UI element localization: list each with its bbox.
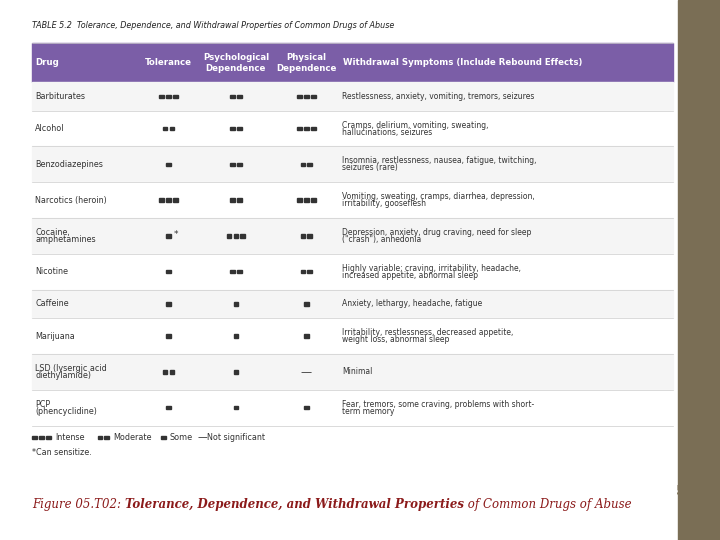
- Text: Not significant: Not significant: [207, 433, 266, 442]
- Text: LSD (lysergic acid: LSD (lysergic acid: [35, 364, 107, 373]
- Circle shape: [665, 467, 707, 516]
- Text: term memory: term memory: [342, 407, 395, 416]
- Text: PCP: PCP: [35, 400, 50, 409]
- Text: Vomiting, sweating, cramps, diarrhea, depression,: Vomiting, sweating, cramps, diarrhea, de…: [342, 192, 535, 201]
- Text: Fear, tremors, some craving, problems with short-: Fear, tremors, some craving, problems wi…: [342, 400, 534, 409]
- Text: TABLE 5.2  Tolerance, Dependence, and Withdrawal Properties of Common Drugs of A: TABLE 5.2 Tolerance, Dependence, and Wit…: [32, 21, 395, 30]
- Text: Intense: Intense: [55, 433, 84, 442]
- Text: —: —: [197, 433, 207, 442]
- Text: 57: 57: [676, 484, 696, 498]
- Text: ("crash"), anhedonia: ("crash"), anhedonia: [342, 235, 421, 244]
- Text: Caffeine: Caffeine: [35, 299, 69, 308]
- Text: Narcotics (heroin): Narcotics (heroin): [35, 195, 107, 205]
- Text: Restlessness, anxiety, vomiting, tremors, seizures: Restlessness, anxiety, vomiting, tremors…: [342, 92, 534, 101]
- Text: of Common Drugs of Abuse: of Common Drugs of Abuse: [464, 498, 631, 511]
- Text: seizures (rare): seizures (rare): [342, 164, 398, 172]
- Text: diethylamide): diethylamide): [35, 371, 91, 380]
- Text: Cramps, delirium, vomiting, sweating,: Cramps, delirium, vomiting, sweating,: [342, 120, 489, 130]
- Text: Cocaine,: Cocaine,: [35, 228, 70, 237]
- Text: —: —: [301, 367, 312, 377]
- Text: Barbiturates: Barbiturates: [35, 92, 85, 101]
- Text: Tolerance, Dependence, and Withdrawal Properties: Tolerance, Dependence, and Withdrawal Pr…: [125, 498, 464, 511]
- Text: Irritability, restlessness, decreased appetite,: Irritability, restlessness, decreased ap…: [342, 328, 513, 337]
- Text: Alcohol: Alcohol: [35, 124, 65, 133]
- Text: Moderate: Moderate: [114, 433, 152, 442]
- Text: amphetamines: amphetamines: [35, 235, 96, 244]
- Text: Minimal: Minimal: [342, 367, 372, 376]
- Text: Withdrawal Symptoms (Include Rebound Effects): Withdrawal Symptoms (Include Rebound Eff…: [343, 58, 582, 67]
- Text: Benzodiazepines: Benzodiazepines: [35, 160, 103, 169]
- Text: Physical
Dependence: Physical Dependence: [276, 53, 336, 72]
- Text: *: *: [174, 230, 179, 239]
- Text: Psychological
Dependence: Psychological Dependence: [203, 53, 269, 72]
- Text: Tolerance: Tolerance: [145, 58, 192, 67]
- Text: Drug: Drug: [35, 58, 59, 67]
- Text: Marijuana: Marijuana: [35, 332, 75, 341]
- Text: Depression, anxiety, drug craving, need for sleep: Depression, anxiety, drug craving, need …: [342, 228, 531, 237]
- Text: weight loss, abnormal sleep: weight loss, abnormal sleep: [342, 335, 449, 344]
- Text: hallucinations, seizures: hallucinations, seizures: [342, 127, 433, 137]
- Text: *Can sensitize.: *Can sensitize.: [32, 448, 92, 457]
- Text: (phencyclidine): (phencyclidine): [35, 407, 97, 416]
- Text: irritability, gooseflesh: irritability, gooseflesh: [342, 199, 426, 208]
- Text: Insomnia, restlessness, nausea, fatigue, twitching,: Insomnia, restlessness, nausea, fatigue,…: [342, 157, 536, 165]
- Text: Nicotine: Nicotine: [35, 267, 68, 276]
- Text: Highly variable; craving, irritability, headache,: Highly variable; craving, irritability, …: [342, 264, 521, 273]
- Text: Anxiety, lethargy, headache, fatigue: Anxiety, lethargy, headache, fatigue: [342, 299, 482, 308]
- Text: Some: Some: [170, 433, 193, 442]
- Text: increased appetite, abnormal sleep: increased appetite, abnormal sleep: [342, 271, 478, 280]
- Text: Figure 05.T02:: Figure 05.T02:: [32, 498, 125, 511]
